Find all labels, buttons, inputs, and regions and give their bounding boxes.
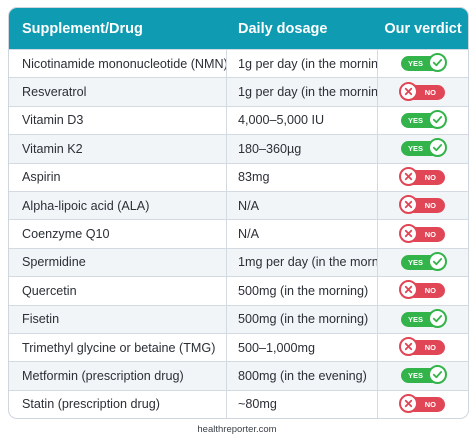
source-footer: healthreporter.com [197, 424, 277, 435]
daily-dosage: N/A [227, 220, 378, 248]
daily-dosage: 800mg (in the evening) [227, 362, 378, 390]
verdict-label: YES [408, 144, 424, 154]
daily-dosage: 500–1,000mg [227, 333, 378, 362]
daily-dosage: N/A [227, 191, 378, 220]
verdict-cell: YES [378, 53, 468, 73]
verdict-cell: NO [378, 195, 468, 215]
daily-dosage: ~80mg [227, 390, 378, 419]
table-row: Aspirin 83mg NO [9, 162, 468, 191]
x-icon [399, 337, 418, 357]
check-icon [428, 308, 447, 328]
check-icon [428, 109, 447, 129]
verdict-no-badge: NO [399, 195, 445, 215]
verdict-no-badge: NO [399, 337, 445, 357]
verdict-yes-badge: YES [401, 365, 447, 385]
table-row: Fisetin 500mg (in the morning) YES [9, 304, 468, 333]
supplement-name: Vitamin D3 [9, 106, 227, 135]
x-icon [399, 166, 418, 186]
header-dosage: Daily dosage [238, 20, 328, 37]
x-icon [399, 81, 418, 101]
daily-dosage: 1g per day (in the morning) [227, 78, 378, 106]
table-row: Resveratrol 1g per day (in the morning) NO [9, 77, 468, 106]
verdict-cell: YES [378, 365, 468, 385]
daily-dosage: 180–360µg [227, 135, 378, 163]
header-verdict: Our verdict [384, 20, 462, 37]
table-body: Nicotinamide mononucleotide (NMN) 1g per … [9, 49, 468, 419]
verdict-label: NO [424, 201, 436, 211]
verdict-label: YES [408, 257, 424, 267]
supplement-name: Metformin (prescription drug) [9, 362, 227, 390]
verdict-label: NO [424, 87, 436, 97]
check-icon [428, 138, 447, 158]
x-icon [399, 393, 418, 413]
verdict-label: NO [424, 399, 436, 409]
verdict-yes-badge: YES [401, 251, 447, 271]
table-row: Metformin (prescription drug) 800mg (in t… [9, 361, 468, 390]
verdict-label: NO [424, 172, 436, 182]
header-supplement: Supplement/Drug [22, 20, 143, 37]
table-row: Alpha-lipoic acid (ALA) N/A NO [9, 190, 468, 220]
verdict-cell: NO [378, 393, 468, 413]
daily-dosage: 4,000–5,000 IU [227, 106, 378, 135]
verdict-cell: YES [378, 308, 468, 328]
verdict-cell: NO [378, 223, 468, 243]
daily-dosage: 1g per day (in the morning) [227, 50, 378, 78]
supplement-name: Alpha-lipoic acid (ALA) [9, 191, 227, 220]
verdict-no-badge: NO [399, 81, 445, 101]
verdict-label: NO [424, 229, 436, 239]
verdict-no-badge: NO [399, 223, 445, 243]
x-icon [399, 195, 418, 215]
verdict-yes-badge: YES [401, 308, 447, 328]
verdict-no-badge: NO [399, 166, 445, 186]
verdict-label: NO [424, 343, 436, 353]
daily-dosage: 500mg (in the morning) [227, 305, 378, 333]
table-row: Vitamin D3 4,000–5,000 IU YES [9, 105, 468, 135]
verdict-label: NO [424, 286, 436, 296]
verdict-label: YES [408, 59, 424, 69]
verdict-cell: NO [378, 81, 468, 101]
daily-dosage: 500mg (in the morning) [227, 277, 378, 305]
table-row: Nicotinamide mononucleotide (NMN) 1g per … [9, 49, 468, 78]
verdict-label: YES [408, 314, 424, 324]
verdict-label: YES [408, 115, 424, 125]
verdict-yes-badge: YES [401, 138, 447, 158]
x-icon [399, 280, 418, 300]
supplement-table: Supplement/Drug Daily dosage Our verdict… [8, 7, 469, 420]
verdict-cell: YES [378, 109, 468, 129]
verdict-cell: NO [378, 337, 468, 357]
supplement-name: Spermidine [9, 248, 227, 277]
table-row: Quercetin 500mg (in the morning) NO [9, 276, 468, 305]
table-row: Statin (prescription drug) ~80mg NO [9, 389, 468, 419]
daily-dosage: 83mg [227, 163, 378, 191]
verdict-cell: YES [378, 251, 468, 271]
supplement-name: Nicotinamide mononucleotide (NMN) [9, 50, 227, 78]
supplement-name: Coenzyme Q10 [9, 220, 227, 248]
supplement-name: Fisetin [9, 305, 227, 333]
verdict-no-badge: NO [399, 393, 445, 413]
verdict-yes-badge: YES [401, 53, 447, 73]
verdict-yes-badge: YES [401, 109, 447, 129]
daily-dosage: 1mg per day (in the morning) [227, 248, 378, 277]
x-icon [399, 223, 418, 243]
verdict-no-badge: NO [399, 280, 445, 300]
supplement-name: Quercetin [9, 277, 227, 305]
table-row: Trimethyl glycine or betaine (TMG) 500–1,… [9, 332, 468, 362]
verdict-cell: NO [378, 280, 468, 300]
check-icon [428, 365, 447, 385]
supplement-name: Resveratrol [9, 78, 227, 106]
table-header: Supplement/Drug Daily dosage Our verdict [9, 8, 468, 49]
supplement-name: Aspirin [9, 163, 227, 191]
supplement-name: Statin (prescription drug) [9, 390, 227, 419]
verdict-label: YES [408, 371, 424, 381]
table-row: Coenzyme Q10 N/A NO [9, 219, 468, 248]
supplement-name: Vitamin K2 [9, 135, 227, 163]
check-icon [428, 53, 447, 73]
table-row: Vitamin K2 180–360µg YES [9, 134, 468, 163]
verdict-cell: YES [378, 138, 468, 158]
supplement-name: Trimethyl glycine or betaine (TMG) [9, 333, 227, 362]
verdict-cell: NO [378, 166, 468, 186]
check-icon [428, 251, 447, 271]
